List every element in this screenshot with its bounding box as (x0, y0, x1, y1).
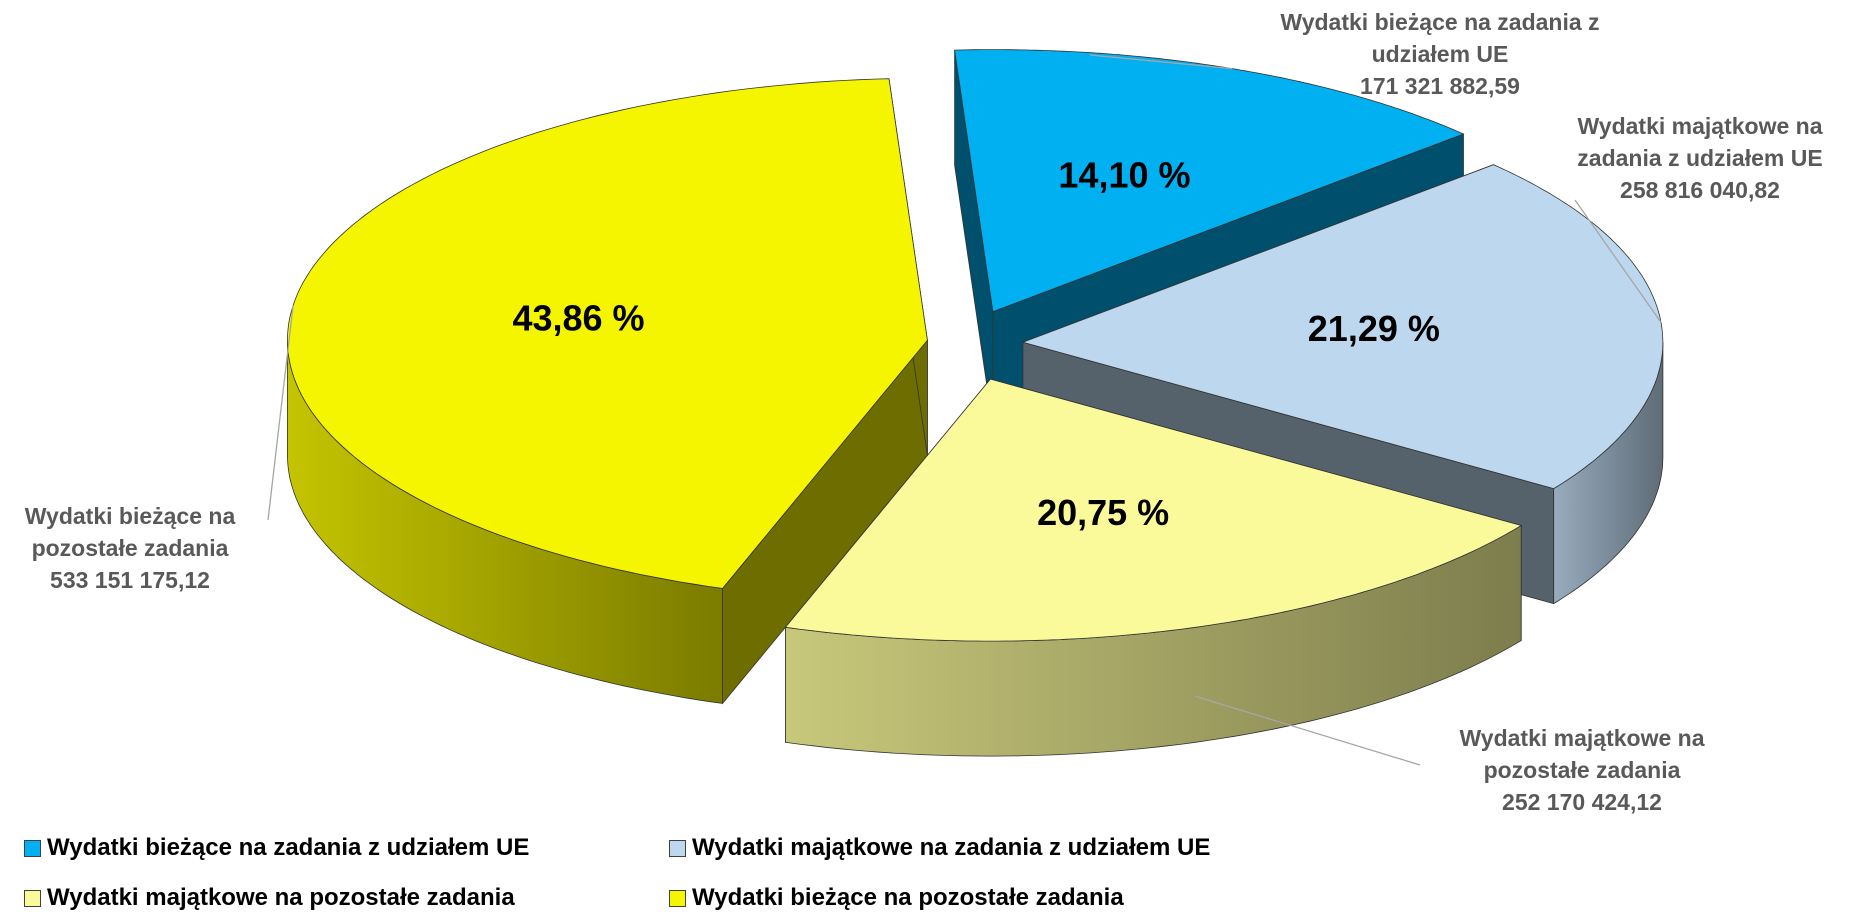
callout: Wydatki majątkowe na pozostałe zadania (1459, 725, 1705, 783)
amount-label: 252 170 424,12 (1502, 789, 1662, 815)
legend-label: Wydatki majątkowe na zadania z udziałem … (692, 834, 1211, 861)
callout-block: Wydatki bieżące na zadania z udziałem UE… (1260, 6, 1620, 102)
callout: Wydatki majątkowe na zadania z udziałem … (1577, 113, 1823, 171)
legend-swatch (669, 839, 686, 857)
legend-swatch (24, 889, 41, 907)
leader-line (267, 305, 294, 521)
legend-label: Wydatki bieżące na pozostałe zadania (692, 884, 1124, 911)
leader-line (1195, 695, 1421, 766)
legend-label: Wydatki majątkowe na pozostałe zadania (47, 884, 515, 911)
legend-label: Wydatki bieżące na zadania z udziałem UE (47, 834, 530, 861)
legend-item: Wydatki majątkowe na pozostałe zadania (24, 884, 515, 912)
data-label: 43,86 % (512, 298, 644, 339)
amount-label: 258 816 040,82 (1620, 177, 1780, 203)
data-label: 14,10 % (1058, 154, 1190, 195)
callout-block: Wydatki majątkowe na pozostałe zadania 25… (1422, 722, 1742, 818)
leader-line (1089, 54, 1233, 70)
legend-item: Wydatki bieżące na pozostałe zadania (669, 884, 1124, 912)
callout-block: Wydatki bieżące na pozostałe zadania 533 … (0, 500, 265, 596)
legend-item: Wydatki bieżące na zadania z udziałem UE (24, 834, 529, 862)
amount-label: 171 321 882,59 (1360, 73, 1520, 99)
callout-block: Wydatki majątkowe na zadania z udziałem … (1550, 110, 1850, 206)
callout: Wydatki bieżące na zadania z udziałem UE (1280, 9, 1600, 67)
slice (784, 378, 1523, 642)
callout: Wydatki bieżące na pozostałe zadania (24, 503, 236, 561)
data-label: 20,75 % (1037, 492, 1169, 533)
legend-swatch (669, 889, 686, 907)
amount-label: 533 151 175,12 (50, 567, 210, 593)
legend-item: Wydatki majątkowe na zadania z udziałem … (669, 834, 1210, 862)
legend-swatch (24, 839, 41, 857)
data-label: 21,29 % (1308, 308, 1440, 349)
leader-line (1574, 199, 1662, 323)
